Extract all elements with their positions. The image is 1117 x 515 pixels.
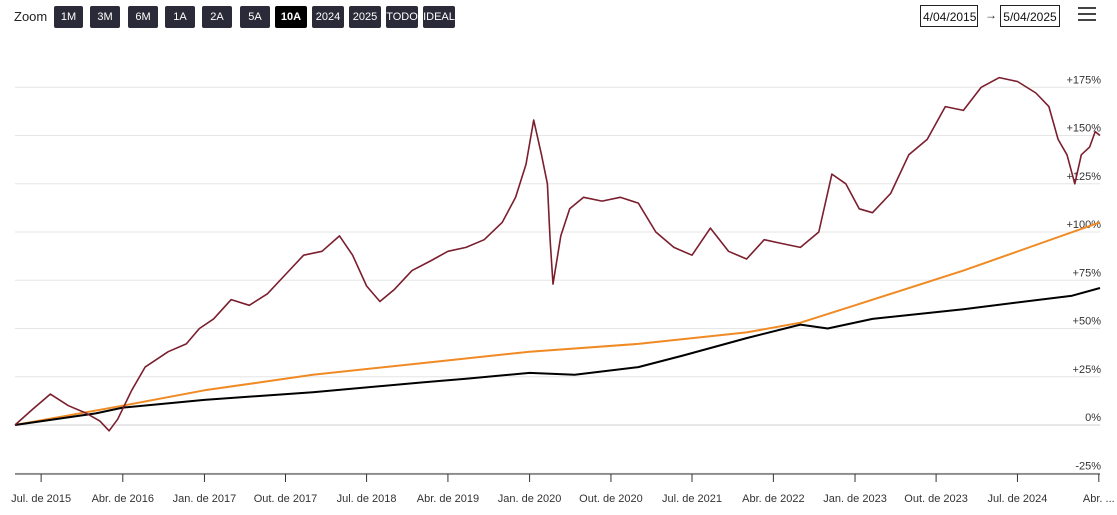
zoom-2025-button[interactable]: 2025: [349, 6, 381, 28]
zoom-10a-button[interactable]: 10A: [275, 6, 307, 28]
zoom-1m-button[interactable]: 1M: [54, 6, 83, 28]
x-tick-label: Out. de 2020: [579, 493, 643, 505]
series-line-0: [14, 76, 1101, 432]
x-tick-label: Jan. de 2023: [823, 493, 887, 505]
zoom-2a-button[interactable]: 2A: [202, 6, 232, 28]
series-line-2: [14, 287, 1101, 426]
x-tick-label: Abr. de 2019: [417, 493, 479, 505]
zoom-6m-button[interactable]: 6M: [128, 6, 158, 28]
x-tick-label: Jul. de 2015: [11, 493, 71, 505]
x-tick-label: Out. de 2017: [254, 493, 318, 505]
x-tick-label: Abr. ...: [1083, 493, 1115, 505]
y-tick-label: -25%: [1075, 460, 1101, 472]
x-tick-label: Jul. de 2018: [337, 493, 397, 505]
x-tick-label: Out. de 2023: [904, 493, 968, 505]
zoom-3m-button[interactable]: 3M: [90, 6, 120, 28]
y-tick-label: +25%: [1073, 364, 1102, 376]
zoom-ideal-button[interactable]: IDEAL: [423, 6, 455, 28]
zoom-label: Zoom: [14, 9, 48, 24]
x-tick-label: Jul. de 2021: [662, 493, 722, 505]
range-to-input[interactable]: 5/04/2025: [1000, 5, 1060, 27]
zoom-1a-button[interactable]: 1A: [165, 6, 195, 28]
zoom-todo-button[interactable]: TODO: [386, 6, 418, 28]
y-tick-label: +150%: [1066, 123, 1101, 135]
chart-grid: [15, 86, 1100, 474]
hamburger-menu-icon[interactable]: [1078, 7, 1096, 23]
zoom-2024-button[interactable]: 2024: [312, 6, 344, 28]
y-tick-label: +75%: [1073, 267, 1102, 279]
x-tick-label: Jan. de 2020: [498, 493, 562, 505]
y-tick-label: +175%: [1066, 74, 1101, 86]
range-from-input[interactable]: 4/04/2015: [920, 5, 978, 27]
x-tick-label: Jul. de 2024: [987, 493, 1047, 505]
x-tick-label: Abr. de 2016: [92, 493, 154, 505]
y-tick-label: +50%: [1073, 316, 1102, 328]
x-tick-label: Abr. de 2022: [742, 493, 804, 505]
chart-series: [14, 76, 1101, 432]
x-axis: Jul. de 2015 Abr. de 2016 Jan. de 2017 Out.…: [11, 473, 1115, 505]
y-axis-labels: +175%+150%+125%+100%+75%+50%+25%0%-25%: [1066, 74, 1101, 472]
x-tick-label: Jan. de 2017: [173, 493, 237, 505]
range-arrow-icon: →: [985, 8, 997, 22]
chart-toolbar: Zoom 1M 3M 6M 1A 2A 5A 10A 2024 2025 TOD…: [0, 0, 1117, 34]
y-tick-label: 0%: [1085, 412, 1101, 424]
y-tick-label: +100%: [1066, 219, 1101, 231]
series-line-1: [14, 221, 1101, 426]
zoom-5a-button[interactable]: 5A: [240, 6, 270, 28]
